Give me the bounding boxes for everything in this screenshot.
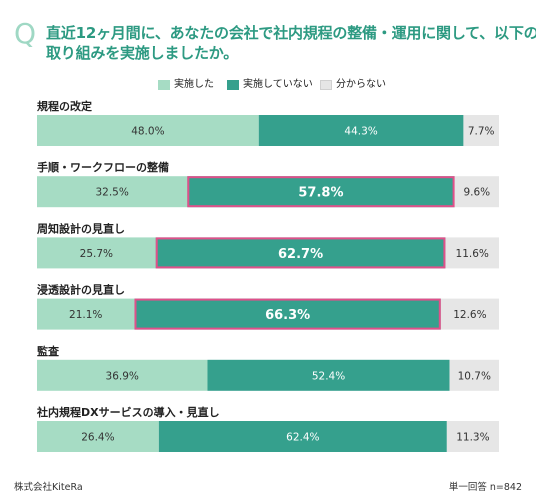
value-label-not-implemented: 52.4%: [312, 370, 345, 382]
bar-segment-unknown: [440, 298, 499, 330]
value-label-unknown: 11.3%: [456, 432, 489, 444]
legend-label-unknown: 分からない: [336, 79, 386, 90]
value-label-not-implemented: 44.3%: [344, 126, 377, 138]
question-q-mark: Q: [14, 17, 37, 50]
bar-row: 手順・ワークフローの整備 32.5% 57.8% 9.6%: [37, 160, 499, 208]
value-label-unknown: 10.7%: [458, 370, 491, 382]
value-label-implemented: 26.4%: [81, 432, 114, 444]
value-label-unknown: 7.7%: [468, 126, 495, 138]
highlight-border: [187, 176, 455, 208]
bar-segment-not-implemented: [134, 298, 441, 330]
highlight-border: [134, 298, 441, 330]
bar-segment-implemented: [37, 237, 156, 269]
value-label-not-implemented: 57.8%: [298, 186, 343, 201]
bar-segment-implemented: [37, 115, 259, 146]
chart-legend: 実施した 実施していない 分からない: [0, 78, 536, 92]
bar-row: 監査 36.9% 52.4% 10.7%: [37, 344, 499, 391]
source-credit: 株式会社KiteRa: [14, 482, 83, 493]
question-title-line2: 取り組みを実施しましたか。: [46, 44, 239, 62]
value-label-not-implemented: 62.7%: [278, 247, 323, 262]
legend-swatch-not-implemented: [227, 80, 239, 90]
question-header: Q 直近12ヶ月間に、あなたの会社で社内規程の整備・運用に関して、以下の 取り組…: [0, 0, 536, 64]
value-label-implemented: 36.9%: [106, 370, 139, 382]
bar-segment-unknown: [454, 176, 499, 208]
legend-label-implemented: 実施した: [174, 79, 214, 90]
bar-segment-implemented: [37, 359, 208, 391]
value-label-implemented: 48.0%: [131, 126, 164, 138]
value-label-implemented: 25.7%: [80, 248, 113, 260]
highlight-border: [155, 237, 446, 269]
bar-segment-unknown: [445, 237, 499, 269]
bar-segment-unknown: [446, 421, 499, 452]
bar-segment-implemented: [37, 176, 188, 208]
bar-segment-not-implemented: [207, 359, 450, 391]
bar-segment-not-implemented: [258, 115, 464, 146]
bar-segment-not-implemented: [158, 421, 447, 452]
category-label: 社内規程DXサービスの導入・見直し: [36, 405, 220, 419]
value-label-implemented: 21.1%: [69, 309, 102, 321]
question-title-line1: 直近12ヶ月間に、あなたの会社で社内規程の整備・運用に関して、以下の: [46, 24, 536, 42]
value-label-unknown: 11.6%: [456, 248, 489, 260]
bar-segment-implemented: [37, 298, 135, 330]
category-label: 周知設計の見直し: [37, 221, 125, 235]
bar-row: 浸透設計の見直し 21.1% 66.3% 12.6%: [37, 283, 499, 330]
bar-segment-not-implemented: [155, 237, 446, 269]
value-label-implemented: 32.5%: [95, 187, 128, 199]
legend-swatch-unknown: [320, 80, 332, 90]
bar-segment-implemented: [37, 421, 159, 452]
value-label-unknown: 12.6%: [453, 309, 486, 321]
category-label: 監査: [37, 344, 59, 358]
category-label: 規程の改定: [37, 99, 92, 113]
bar-segment-unknown: [449, 359, 499, 391]
value-label-not-implemented: 66.3%: [265, 308, 310, 323]
bar-segment-unknown: [463, 115, 499, 146]
category-label: 手順・ワークフローの整備: [37, 160, 169, 174]
legend-swatch-implemented: [158, 80, 170, 90]
bar-row: 社内規程DXサービスの導入・見直し 26.4% 62.4% 11.3%: [36, 405, 499, 452]
bar-row: 周知設計の見直し 25.7% 62.7% 11.6%: [37, 221, 499, 269]
category-label: 浸透設計の見直し: [37, 283, 125, 297]
value-label-unknown: 9.6%: [463, 187, 490, 199]
value-label-not-implemented: 62.4%: [286, 432, 319, 444]
legend-label-not-implemented: 実施していない: [243, 79, 313, 90]
bar-row: 規程の改定 48.0% 44.3% 7.7%: [37, 99, 499, 146]
sample-note: 単一回答 n=842: [448, 482, 522, 493]
bar-segment-not-implemented: [187, 176, 455, 208]
